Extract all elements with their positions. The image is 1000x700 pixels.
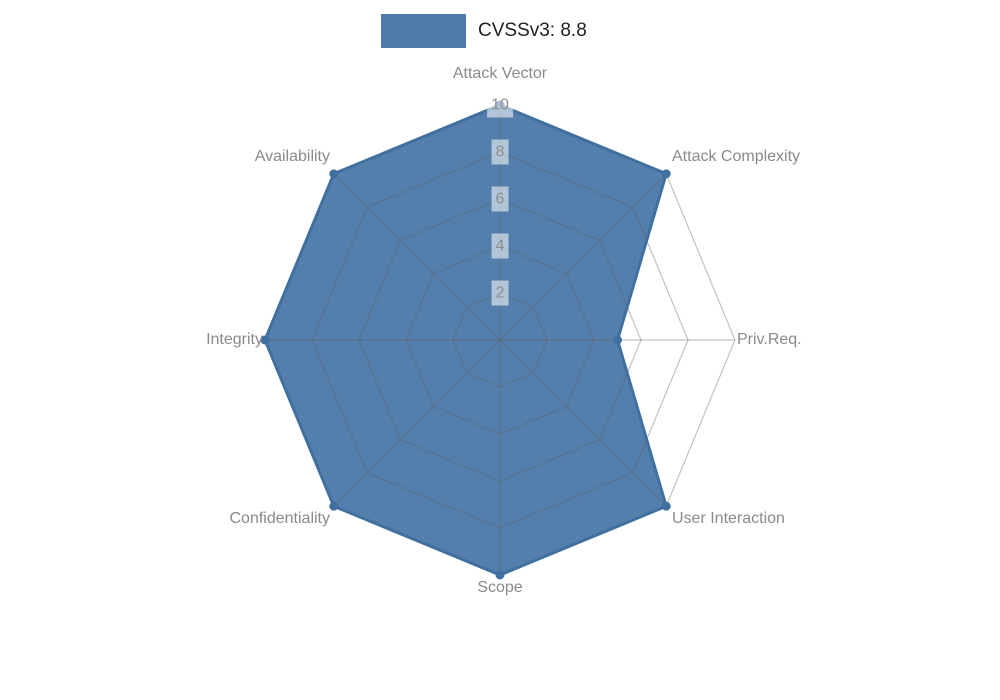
radar-vertex-dot — [613, 335, 622, 345]
radar-grid-ring — [452, 292, 548, 388]
radial-tick-label-2: 2 — [491, 280, 509, 306]
radial-tick-label-6: 6 — [491, 186, 509, 212]
radar-vertex-dot — [661, 501, 671, 511]
legend-swatch — [381, 14, 466, 48]
radar-grid-ring — [405, 245, 595, 435]
radar-vertex-dot — [260, 335, 270, 345]
radar-spoke — [499, 339, 667, 507]
radar-spoke — [333, 173, 501, 341]
axis-label-user-interaction: User Interaction — [672, 510, 785, 527]
axis-label-availability: Availability — [254, 148, 330, 165]
axis-label-integrity: Integrity — [206, 331, 263, 348]
radar-vertex-dot — [329, 501, 339, 511]
axis-label-attack-vector: Attack Vector — [452, 65, 548, 82]
radial-tick-label-4: 4 — [491, 233, 509, 259]
radar-vertex-dot — [661, 169, 671, 179]
radar-grid-ring — [358, 198, 642, 482]
radar-spoke — [499, 173, 667, 341]
axis-label-confidentiality: Confidentiality — [229, 510, 331, 527]
radial-tick-label-8: 8 — [491, 139, 509, 165]
radar-vertex-dot — [329, 169, 339, 179]
legend-label: CVSSv3: 8.8 — [478, 20, 587, 41]
axis-label-scope: Scope — [477, 579, 523, 596]
axis-label-attack-complexity: Attack Complexity — [672, 148, 801, 165]
radar-spoke — [333, 339, 501, 507]
axis-label-priv-req: Priv.Req. — [737, 331, 802, 348]
radar-vertex-dot — [495, 570, 505, 580]
radar-area — [265, 105, 667, 575]
radial-tick-label-10: 10 — [487, 92, 513, 118]
chart-legend: CVSSv3: 8.8 — [381, 14, 587, 48]
radar-grid-ring — [311, 151, 689, 529]
